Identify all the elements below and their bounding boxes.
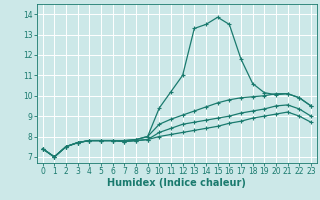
X-axis label: Humidex (Indice chaleur): Humidex (Indice chaleur) — [108, 178, 246, 188]
